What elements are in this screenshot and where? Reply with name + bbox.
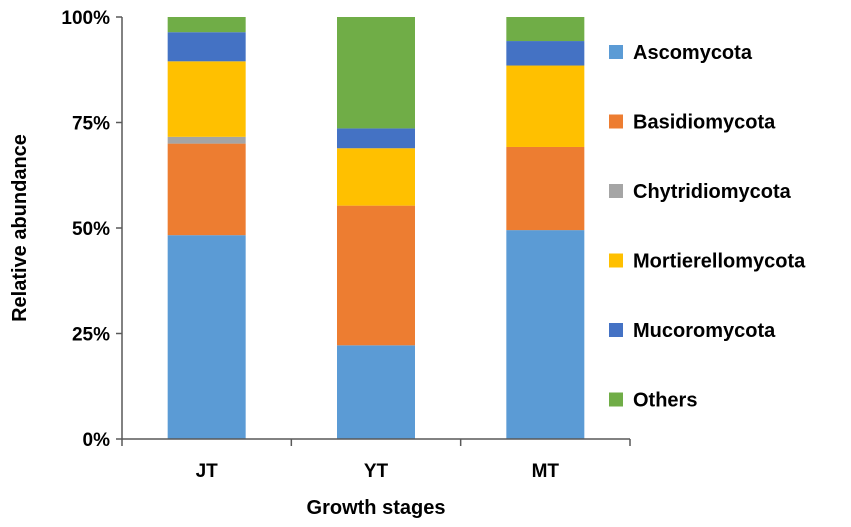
- legend-swatch: [609, 392, 623, 407]
- bar-yt-mucoromycota: [337, 128, 415, 149]
- bar-mt-others: [506, 17, 585, 42]
- bar-jt-mortierellomycota: [167, 61, 246, 137]
- legend-label: Chytridiomycota: [633, 181, 792, 203]
- legend-label: Basidiomycota: [633, 112, 776, 134]
- legend-swatch: [609, 184, 623, 198]
- bar-yt-others: [337, 17, 415, 129]
- legend-item-mucoromycota: Mucoromycota: [609, 320, 776, 342]
- bar-jt-ascomycota: [167, 235, 246, 439]
- legend-item-others: Others: [609, 390, 697, 412]
- y-ticks-group: 0% 25% 50% 75% 100%: [61, 8, 122, 451]
- legend-swatch: [609, 45, 623, 59]
- bar-mt-ascomycota: [506, 230, 585, 439]
- y-tick-label: 25%: [72, 325, 110, 346]
- legend-swatch: [609, 253, 623, 268]
- legend-label: Others: [633, 390, 697, 412]
- legend-label: Mucoromycota: [633, 320, 776, 342]
- x-axis-title: Growth stages: [307, 497, 446, 519]
- bar-mt-basidiomycota: [506, 146, 585, 231]
- x-tick-label-jt: JT: [196, 461, 219, 482]
- y-tick-label: 100%: [61, 8, 110, 29]
- legend-label: Ascomycota: [633, 42, 753, 64]
- legend-item-mortierellomycota: Mortierellomycota: [609, 251, 806, 273]
- bar-jt-mucoromycota: [167, 32, 246, 62]
- y-axis-title: Relative abundance: [9, 134, 31, 322]
- legend-swatch: [609, 323, 623, 337]
- y-tick-label: 0%: [83, 430, 111, 451]
- bars-group: [167, 17, 585, 439]
- bar-jt-basidiomycota: [167, 143, 246, 236]
- x-tick-label-mt: MT: [532, 461, 560, 482]
- legend-label: Mortierellomycota: [633, 251, 806, 273]
- x-ticks-group: JT YT MT: [121, 439, 631, 482]
- bar-mt-mucoromycota: [506, 41, 585, 66]
- legend-item-ascomycota: Ascomycota: [609, 42, 753, 64]
- legend-swatch: [609, 114, 623, 129]
- legend: Ascomycota Basidiomycota Chytridiomycota Mo…: [609, 42, 806, 412]
- bar-yt-ascomycota: [337, 345, 415, 439]
- bar-mt-mortierellomycota: [506, 65, 585, 147]
- bar-jt-others: [167, 17, 246, 33]
- bar-jt-chytridiomycota: [167, 136, 246, 144]
- y-tick-label: 50%: [72, 219, 110, 240]
- legend-item-basidiomycota: Basidiomycota: [609, 112, 776, 134]
- x-tick-label-yt: YT: [364, 461, 389, 482]
- legend-item-chytridiomycota: Chytridiomycota: [609, 181, 792, 203]
- bar-yt-basidiomycota: [337, 205, 415, 346]
- bar-yt-mortierellomycota: [337, 148, 415, 206]
- y-tick-label: 75%: [72, 114, 110, 135]
